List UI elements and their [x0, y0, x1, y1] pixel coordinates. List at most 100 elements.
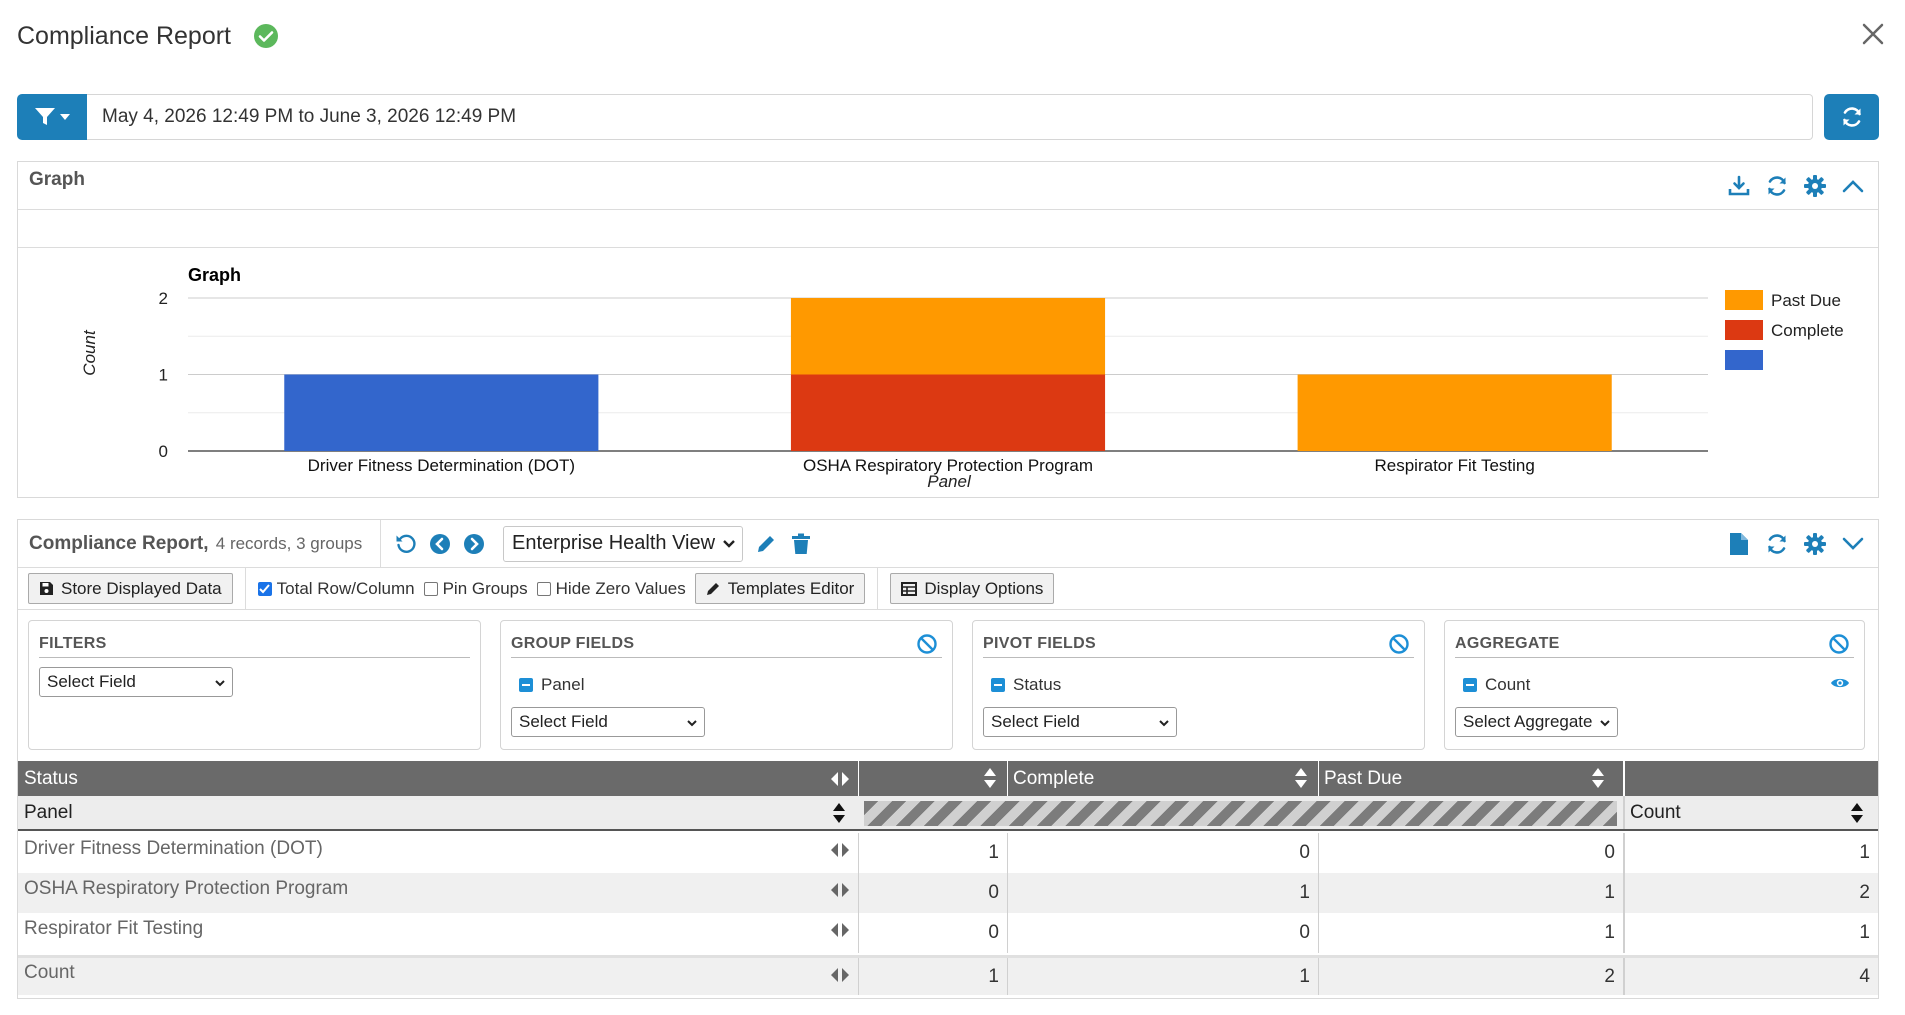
total-row-column-checkbox[interactable]: Total Row/Column	[257, 579, 415, 599]
report-panel: Compliance Report, 4 records, 3 groups E…	[17, 519, 1879, 999]
table-row[interactable]: OSHA Respiratory Protection Program 0 1 …	[18, 873, 1878, 913]
templates-editor-button[interactable]: Templates Editor	[694, 573, 866, 604]
pivot-fields-select[interactable]: Select Field	[983, 707, 1177, 737]
checkbox-checked[interactable]	[257, 581, 272, 596]
graph-panel-header: Graph	[18, 162, 1878, 210]
bar-segment[interactable]	[790, 374, 1106, 452]
chevron-down-icon[interactable]	[1840, 531, 1866, 557]
panel-header: Panel	[24, 801, 73, 823]
pivot-header-row: Status Complete Past Due	[18, 761, 1878, 796]
remove-field-icon[interactable]	[519, 678, 533, 692]
store-displayed-data-button[interactable]: Store Displayed Data	[28, 573, 233, 604]
group-fields-select[interactable]: Select Field	[511, 707, 705, 737]
toolbar-divider	[244, 567, 246, 610]
complete-header: Complete	[1013, 767, 1095, 789]
col-divider	[1623, 958, 1625, 995]
table-icon	[901, 581, 918, 596]
expand-collapse-icon[interactable]	[830, 841, 850, 859]
x-tick-label: Respirator Fit Testing	[1375, 456, 1535, 475]
gear-icon[interactable]	[1802, 531, 1828, 557]
pivot-fields-box: PIVOT FIELDS Status Select Field	[972, 620, 1425, 750]
sort-icon[interactable]	[1591, 767, 1605, 789]
filter-dropdown-button[interactable]	[17, 94, 87, 140]
chevron-down-icon	[723, 539, 735, 548]
table-row[interactable]: Driver Fitness Determination (DOT) 1 0 0…	[18, 833, 1878, 873]
group-field-label: Panel	[541, 675, 585, 694]
file-icon[interactable]	[1726, 531, 1752, 557]
pencil-icon[interactable]	[755, 533, 777, 555]
chevron-down-icon	[1600, 720, 1610, 727]
bar-segment[interactable]	[790, 298, 1106, 375]
previous-icon[interactable]	[429, 533, 451, 555]
x-tick-label: Driver Fitness Determination (DOT)	[308, 456, 575, 475]
refresh-button[interactable]	[1824, 94, 1879, 140]
ban-icon[interactable]	[1828, 633, 1850, 655]
history-nav	[395, 533, 485, 555]
remove-field-icon[interactable]	[1463, 678, 1477, 692]
y-tick-label: 0	[159, 442, 168, 461]
chevron-down-icon	[687, 720, 697, 727]
date-range-field[interactable]: May 4, 2026 12:49 PM to June 3, 2026 12:…	[87, 94, 1813, 140]
cell-value: 1	[1604, 922, 1615, 943]
view-select-value: Enterprise Health View	[512, 532, 716, 554]
gear-icon[interactable]	[1802, 173, 1828, 199]
table-row[interactable]: Respirator Fit Testing 0 0 1 1	[18, 913, 1878, 953]
bar-segment[interactable]	[284, 374, 599, 452]
col-divider	[858, 913, 859, 953]
download-icon[interactable]	[1726, 173, 1752, 199]
col-divider	[1007, 913, 1008, 953]
column-resize-icon[interactable]	[830, 770, 850, 788]
refresh-icon[interactable]	[1764, 173, 1790, 199]
col-divider	[858, 833, 859, 873]
cell-value: 1	[988, 842, 999, 863]
group-field-item: Panel	[519, 675, 584, 695]
legend-swatch	[1725, 290, 1763, 310]
ban-icon[interactable]	[916, 633, 938, 655]
filters-select[interactable]: Select Field	[39, 667, 233, 697]
close-icon[interactable]	[1857, 18, 1889, 50]
aggregate-item-label: Count	[1485, 675, 1531, 694]
hide-zero-values-checkbox[interactable]: Hide Zero Values	[536, 579, 686, 599]
total-row-label: Count	[24, 961, 75, 983]
row-label: OSHA Respiratory Protection Program	[24, 878, 349, 899]
checkbox-unchecked[interactable]	[423, 581, 438, 596]
refresh-icon	[1842, 107, 1861, 127]
undo-icon[interactable]	[395, 533, 417, 555]
trash-icon[interactable]	[791, 533, 811, 555]
expand-collapse-icon[interactable]	[830, 881, 850, 899]
display-options-button[interactable]: Display Options	[890, 573, 1055, 604]
legend-swatch	[1725, 320, 1763, 340]
y-tick-label: 2	[159, 289, 168, 308]
sort-icon[interactable]	[983, 767, 997, 789]
aggregate-item: Count	[1463, 675, 1530, 695]
expand-collapse-icon[interactable]	[830, 966, 850, 984]
save-icon	[40, 582, 53, 595]
bar-segment[interactable]	[1297, 374, 1612, 452]
pin-groups-checkbox[interactable]: Pin Groups	[423, 579, 528, 599]
cell-value: 0	[1299, 922, 1310, 943]
chevron-up-icon[interactable]	[1840, 173, 1866, 199]
eye-icon[interactable]	[1830, 676, 1850, 690]
graph-panel-tools	[1726, 173, 1866, 199]
aggregate-box: AGGREGATE Count Select Aggregate	[1444, 620, 1865, 750]
sort-icon[interactable]	[1294, 767, 1308, 789]
pivot-field-item: Status	[991, 675, 1061, 695]
expand-collapse-icon[interactable]	[830, 921, 850, 939]
checkbox-unchecked[interactable]	[536, 581, 551, 596]
next-icon[interactable]	[463, 533, 485, 555]
cell-value: 0	[1604, 842, 1615, 863]
filters-select-value: Select Field	[47, 672, 136, 691]
group-fields-select-value: Select Field	[519, 712, 608, 731]
sort-icon[interactable]	[1850, 802, 1864, 824]
col-divider	[1007, 958, 1008, 995]
display-options-label: Display Options	[924, 578, 1044, 598]
refresh-icon[interactable]	[1764, 531, 1790, 557]
pivot-subheader-row: Panel Count	[18, 796, 1878, 831]
report-toolbar: Store Displayed Data Total Row/Column Pi…	[18, 567, 1878, 610]
remove-field-icon[interactable]	[991, 678, 1005, 692]
view-select[interactable]: Enterprise Health View	[503, 525, 743, 562]
report-title-text: Compliance Report,	[29, 532, 209, 554]
aggregate-select[interactable]: Select Aggregate	[1455, 707, 1618, 737]
sort-icon[interactable]	[832, 802, 846, 824]
ban-icon[interactable]	[1388, 633, 1410, 655]
